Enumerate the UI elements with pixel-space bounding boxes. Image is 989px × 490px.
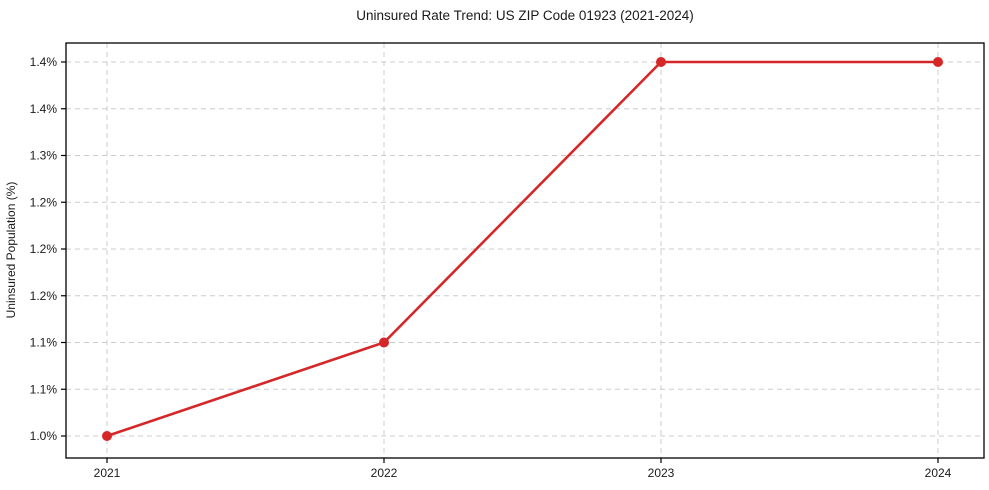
x-tick-label: 2023 <box>648 466 675 480</box>
y-tick-label: 1.4% <box>30 55 58 69</box>
y-tick-label: 1.1% <box>30 382 58 396</box>
y-tick-label: 1.0% <box>30 429 58 443</box>
y-tick-label: 1.3% <box>30 149 58 163</box>
data-point <box>379 337 389 348</box>
x-tick-label: 2024 <box>925 466 952 480</box>
data-point <box>656 57 666 67</box>
y-axis-label: Uninsured Population (%) <box>4 182 18 319</box>
x-tick-label: 2021 <box>94 466 121 480</box>
y-tick-label: 1.4% <box>30 102 58 116</box>
x-tick-label: 2022 <box>371 466 398 480</box>
data-point <box>933 57 943 67</box>
y-tick-label: 1.1% <box>30 336 58 350</box>
y-tick-label: 1.2% <box>30 242 58 256</box>
y-tick-label: 1.2% <box>30 289 58 303</box>
y-tick-label: 1.2% <box>30 195 58 209</box>
plot-border <box>65 42 985 459</box>
chart-title: Uninsured Rate Trend: US ZIP Code 01923 … <box>356 8 693 23</box>
data-point <box>102 431 112 441</box>
trend-line <box>105 60 940 438</box>
